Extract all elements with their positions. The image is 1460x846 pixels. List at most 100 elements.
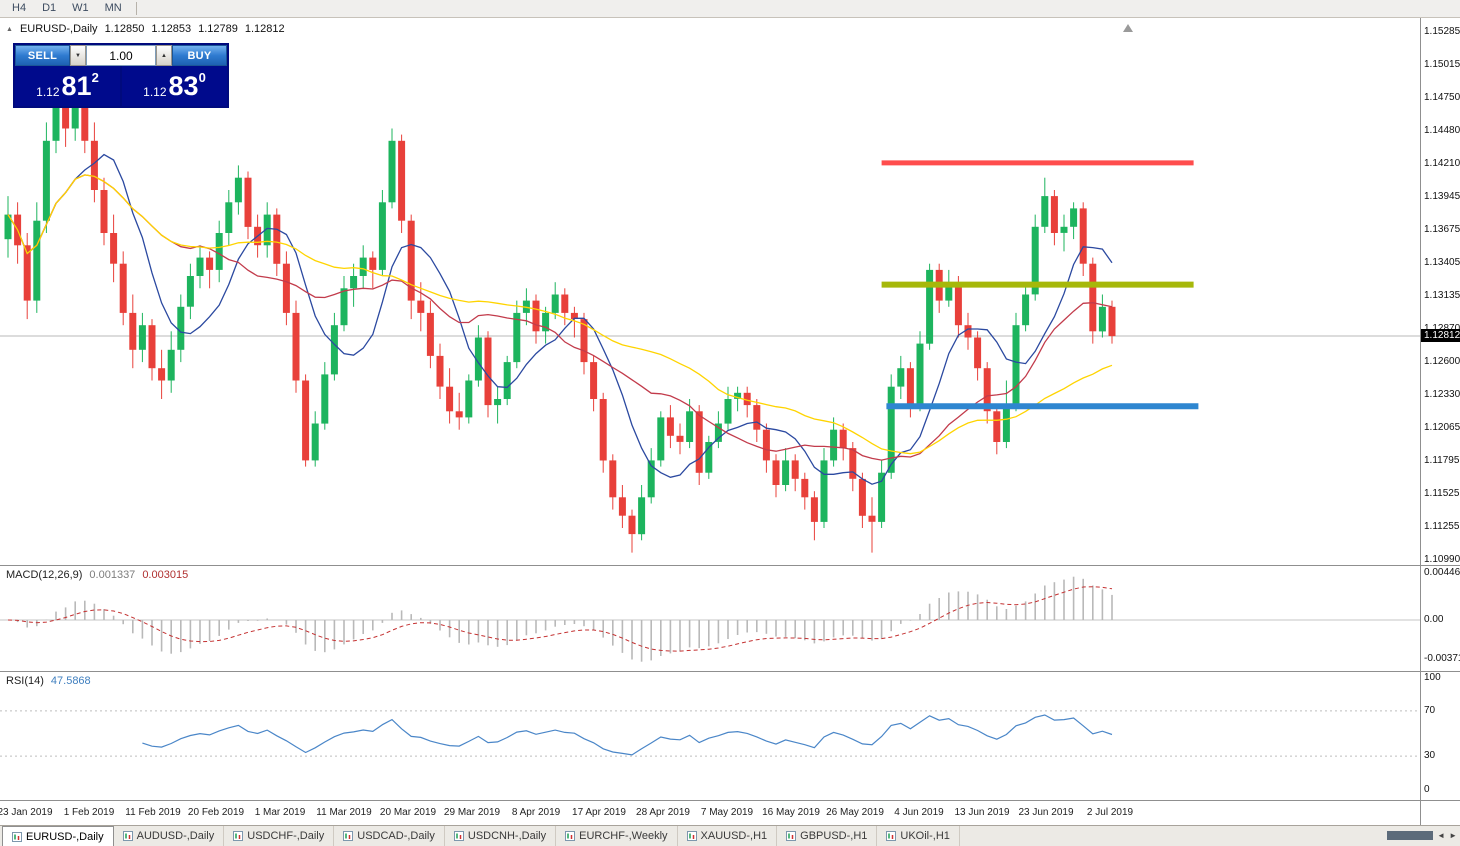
rsi-header: RSI(14) 47.5868 <box>6 675 91 687</box>
tab-chart-icon <box>122 831 133 841</box>
chart-shift-marker-icon <box>1123 24 1133 32</box>
volume-decrease-button[interactable]: ▼ <box>70 45 86 66</box>
tab-label: UKOil-,H1 <box>900 830 950 842</box>
tab-chart-icon <box>12 831 22 842</box>
macd-chart <box>0 576 1420 662</box>
date-axis-label: 4 Jun 2019 <box>894 807 944 818</box>
price-axis-label: 1.11795 <box>1424 455 1460 466</box>
tab-chart-icon <box>453 831 464 841</box>
buy-price-pip: 0 <box>198 70 206 85</box>
price-axis-label: 1.12065 <box>1424 422 1460 433</box>
date-axis-label: 20 Feb 2019 <box>187 807 245 818</box>
date-axis-label: 28 Apr 2019 <box>636 807 690 818</box>
tab-label: GBPUSD-,H1 <box>800 830 868 842</box>
price-axis-label: 1.13945 <box>1424 191 1460 202</box>
date-axis-label: 23 Jan 2019 <box>0 807 53 818</box>
macd-plot-area[interactable]: MACD(12,26,9) 0.001337 0.003015 <box>0 566 1421 671</box>
scrollbar-thumb[interactable] <box>1387 831 1434 840</box>
tab-gbpusd-h1[interactable]: GBPUSD-,H1 <box>777 826 878 846</box>
rsi-chart <box>0 710 1420 757</box>
date-axis-label: 29 Mar 2019 <box>443 807 501 818</box>
rsi-axis: 100 70 30 0 <box>1421 672 1460 800</box>
rsi-indicator-pane: RSI(14) 47.5868 100 70 30 0 <box>0 672 1460 801</box>
timeframe-w1[interactable]: W1 <box>72 2 89 14</box>
date-axis-label: 26 May 2019 <box>826 807 884 818</box>
price-axis-label: 1.12330 <box>1424 389 1460 400</box>
macd-axis-label: 0.004465 <box>1424 567 1460 578</box>
price-axis-label: 1.15015 <box>1424 59 1460 70</box>
tab-usdcnh-daily[interactable]: USDCNH-,Daily <box>445 826 557 846</box>
macd-value: 0.001337 <box>89 569 136 581</box>
price-axis-label: 1.13675 <box>1424 224 1460 235</box>
tab-ukoil-h1[interactable]: UKOil-,H1 <box>877 826 960 846</box>
volume-increase-button[interactable]: ▲ <box>156 45 172 66</box>
sell-price-display[interactable]: 1.12 81 2 <box>15 66 120 106</box>
tab-xauusd-h1[interactable]: XAUUSD-,H1 <box>678 826 778 846</box>
price-plot-area[interactable]: ▲ EURUSD-,Daily 1.12850 1.12853 1.12789 … <box>0 18 1421 565</box>
tab-label: USDCNH-,Daily <box>467 830 547 842</box>
price-chart-pane: ▲ EURUSD-,Daily 1.12850 1.12853 1.12789 … <box>0 18 1460 566</box>
current-price-badge: 1.12812 <box>1421 329 1460 342</box>
date-axis-label: 11 Feb 2019 <box>125 807 181 818</box>
macd-header: MACD(12,26,9) 0.001337 0.003015 <box>6 569 188 581</box>
date-axis-label: 16 May 2019 <box>762 807 820 818</box>
date-axis-label: 20 Mar 2019 <box>379 807 437 818</box>
ohlc-high: 1.12853 <box>151 23 192 35</box>
rsi-plot-area[interactable]: RSI(14) 47.5868 <box>0 672 1421 800</box>
volume-input[interactable] <box>86 45 156 66</box>
date-axis-label: 23 Jun 2019 <box>1018 807 1074 818</box>
sell-button[interactable]: SELL <box>15 45 70 66</box>
rsi-axis-label: 0 <box>1424 784 1430 795</box>
price-axis-label: 1.11525 <box>1424 488 1460 499</box>
scroll-left-icon[interactable]: ◄ <box>1437 831 1446 840</box>
tab-label: AUDUSD-,Daily <box>136 830 215 842</box>
macd-label: MACD(12,26,9) <box>6 569 83 581</box>
scroll-right-icon[interactable]: ► <box>1449 831 1457 840</box>
rsi-axis-label: 30 <box>1424 750 1436 761</box>
timeframe-toolbar: H4 D1 W1 MN <box>0 0 1460 18</box>
toolbar-separator <box>135 2 137 15</box>
tab-label: EURUSD-,Daily <box>26 830 104 843</box>
sell-price-prefix: 1.12 <box>36 85 60 99</box>
candlestick-chart[interactable] <box>0 18 1420 565</box>
tab-eurchf-weekly[interactable]: EURCHF-,Weekly <box>556 826 678 846</box>
buy-price-display[interactable]: 1.12 83 0 <box>122 66 227 106</box>
macd-axis-label: 0.00 <box>1424 614 1444 625</box>
price-axis[interactable]: 1.12812 1.15285 1.15015 1.14750 1.14480 1.14… <box>1421 18 1460 565</box>
timeframe-h4[interactable]: H4 <box>12 2 27 14</box>
time-axis[interactable]: 23 Jan 2019 1 Feb 2019 11 Feb 2019 20 Feb 2… <box>0 801 1460 825</box>
date-axis-label: 1 Feb 2019 <box>63 807 115 818</box>
timeframe-d1[interactable]: D1 <box>42 2 57 14</box>
buy-price-prefix: 1.12 <box>143 85 167 99</box>
timeframe-mn[interactable]: MN <box>104 2 122 14</box>
date-axis-label: 13 Jun 2019 <box>954 807 1010 818</box>
tab-chart-icon <box>786 831 797 841</box>
buy-button[interactable]: BUY <box>172 45 227 66</box>
tab-label: USDCHF-,Daily <box>247 830 325 842</box>
date-axis-label: 17 Apr 2019 <box>572 807 626 818</box>
date-axis-label: 2 Jul 2019 <box>1086 807 1134 818</box>
rsi-value: 47.5868 <box>50 675 91 687</box>
collapse-arrow-icon[interactable]: ▲ <box>6 25 13 33</box>
price-axis-label: 1.12600 <box>1424 356 1460 367</box>
tab-eurusd-daily[interactable]: EURUSD-,Daily <box>2 826 114 846</box>
sell-price-big: 81 <box>61 71 92 101</box>
date-axis-label: 1 Mar 2019 <box>254 807 306 818</box>
price-axis-label: 1.10990 <box>1424 554 1460 565</box>
macd-axis: 0.004465 0.00 -0.003715 <box>1421 566 1460 671</box>
tab-usdchf-daily[interactable]: USDCHF-,Daily <box>224 826 335 846</box>
tab-label: XAUUSD-,H1 <box>700 830 768 842</box>
tab-usdcad-daily[interactable]: USDCAD-,Daily <box>334 826 445 846</box>
macd-indicator-pane: MACD(12,26,9) 0.001337 0.003015 0.004465… <box>0 566 1460 672</box>
ohlc-close: 1.12812 <box>244 23 285 35</box>
tab-label: USDCAD-,Daily <box>357 830 435 842</box>
chart-ohlc-header: ▲ EURUSD-,Daily 1.12850 1.12853 1.12789 … <box>6 23 285 35</box>
chart-tabs-bar: EURUSD-,Daily AUDUSD-,Daily USDCHF-,Daily U… <box>0 825 1460 846</box>
tab-audusd-daily[interactable]: AUDUSD-,Daily <box>114 826 225 846</box>
price-axis-label: 1.14750 <box>1424 92 1460 103</box>
price-axis-label: 1.11255 <box>1424 521 1460 532</box>
date-axis-label: 11 Mar 2019 <box>316 807 372 818</box>
price-axis-label: 1.13405 <box>1424 257 1460 268</box>
tab-chart-icon <box>565 831 576 841</box>
